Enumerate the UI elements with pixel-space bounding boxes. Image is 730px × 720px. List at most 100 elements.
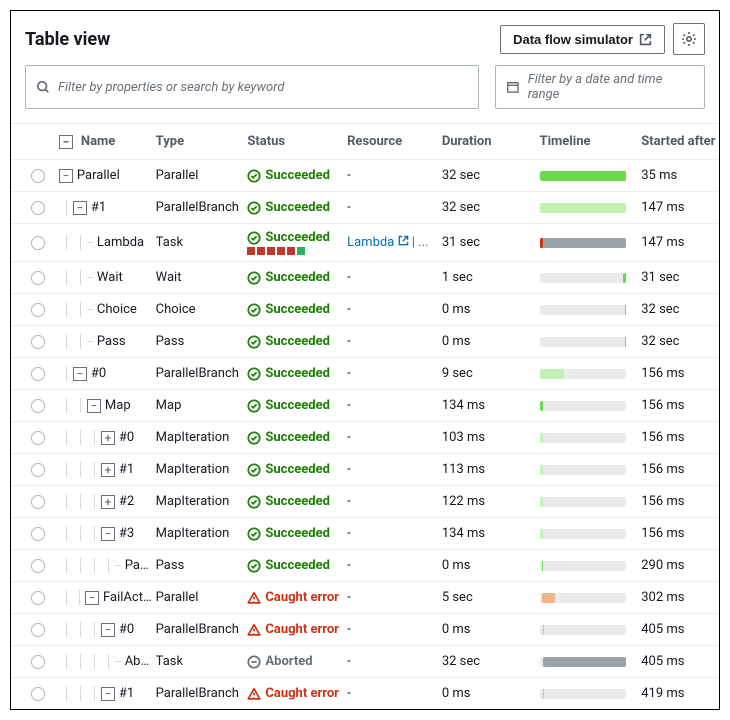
table-row: PassPassSucceeded-0 ms290 ms — [11, 549, 719, 581]
row-name: #1 — [119, 686, 134, 701]
row-radio[interactable] — [31, 527, 45, 541]
row-name: #3 — [119, 526, 134, 541]
expand-toggle[interactable]: + — [101, 495, 115, 509]
row-timeline — [540, 529, 642, 539]
row-resource: - — [347, 270, 442, 285]
row-radio[interactable] — [31, 687, 45, 701]
expand-toggle[interactable]: − — [101, 687, 115, 701]
row-radio[interactable] — [31, 463, 45, 477]
row-status: Aborted — [247, 654, 347, 669]
search-icon — [36, 80, 50, 94]
date-filter-input[interactable]: Filter by a date and time range — [495, 65, 705, 109]
row-duration: 0 ms — [442, 302, 540, 317]
collapse-all-button[interactable]: − — [59, 135, 73, 149]
text-filter-input[interactable]: Filter by properties or search by keywor… — [25, 65, 479, 109]
row-started-after: 31 sec — [641, 270, 719, 285]
row-name: #0 — [119, 622, 134, 637]
row-type: ParallelBranch — [156, 200, 248, 215]
row-resource: - — [347, 590, 442, 605]
row-resource: - — [347, 398, 442, 413]
row-radio[interactable] — [31, 399, 45, 413]
table-row: −#0ParallelBranchSucceeded-9 sec156 ms — [11, 357, 719, 389]
expand-toggle[interactable]: + — [101, 431, 115, 445]
row-timeline — [540, 465, 642, 475]
row-timeline — [540, 561, 642, 571]
row-started-after: 147 ms — [641, 200, 719, 215]
row-timeline — [540, 433, 642, 443]
row-radio[interactable] — [31, 431, 45, 445]
row-name: Parallel — [77, 168, 120, 183]
row-name: #1 — [119, 462, 134, 477]
row-resource: - — [347, 430, 442, 445]
row-started-after: 32 sec — [641, 302, 719, 317]
date-filter-placeholder: Filter by a date and time range — [528, 72, 694, 102]
expand-toggle[interactable]: + — [101, 463, 115, 477]
col-started: Started after — [641, 134, 719, 149]
row-duration: 5 sec — [442, 590, 540, 605]
col-type: Type — [156, 134, 248, 149]
row-resource: - — [347, 558, 442, 573]
row-timeline — [540, 337, 642, 347]
row-type: Choice — [156, 302, 248, 317]
row-status: Succeeded — [247, 334, 347, 349]
row-timeline — [540, 497, 642, 507]
row-timeline — [540, 401, 642, 411]
row-timeline — [540, 689, 642, 699]
row-type: MapIteration — [156, 526, 248, 541]
expand-toggle[interactable]: − — [59, 169, 73, 183]
expand-toggle[interactable]: − — [101, 527, 115, 541]
row-status: Succeeded — [247, 558, 347, 573]
row-type: Task — [156, 654, 248, 669]
row-duration: 32 sec — [442, 200, 540, 215]
row-radio[interactable] — [31, 623, 45, 637]
row-radio[interactable] — [31, 591, 45, 605]
name-cell: Pass — [59, 558, 156, 573]
row-status: Caught error — [247, 622, 347, 637]
row-radio[interactable] — [31, 236, 45, 250]
row-started-after: 147 ms — [641, 235, 719, 250]
row-type: Map — [156, 398, 248, 413]
row-radio[interactable] — [31, 655, 45, 669]
external-link-icon — [639, 33, 652, 46]
data-flow-simulator-button[interactable]: Data flow simulator — [500, 25, 665, 54]
expand-toggle[interactable]: − — [73, 201, 87, 215]
row-duration: 103 ms — [442, 430, 540, 445]
row-type: Task — [156, 235, 248, 250]
row-radio[interactable] — [31, 367, 45, 381]
row-radio[interactable] — [31, 495, 45, 509]
table-row: AbortedTaskTaskAborted-32 sec405 ms — [11, 645, 719, 677]
row-timeline — [540, 369, 642, 379]
row-resource[interactable]: Lambda | ... — [347, 235, 442, 250]
row-name: Choice — [97, 302, 137, 317]
table-row: LambdaTaskSucceededLambda | ...31 sec147… — [11, 223, 719, 261]
row-radio[interactable] — [31, 335, 45, 349]
row-radio[interactable] — [31, 559, 45, 573]
data-flow-simulator-label: Data flow simulator — [513, 32, 633, 47]
expand-toggle[interactable]: − — [101, 623, 115, 637]
expand-toggle[interactable]: − — [73, 367, 87, 381]
row-name: #2 — [119, 494, 134, 509]
row-duration: 1 sec — [442, 270, 540, 285]
table-row: −#1ParallelBranchCaught error-0 ms419 ms — [11, 677, 719, 709]
row-radio[interactable] — [31, 303, 45, 317]
table-row: −#1ParallelBranchSucceeded-32 sec147 ms — [11, 191, 719, 223]
row-status: Caught error — [247, 590, 347, 605]
row-started-after: 419 ms — [641, 686, 719, 701]
name-cell: −#3 — [59, 526, 156, 541]
row-started-after: 156 ms — [641, 494, 719, 509]
table-row: −ParallelParallelSucceeded-32 sec35 ms — [11, 159, 719, 191]
expand-toggle[interactable]: − — [85, 591, 99, 605]
row-name: #0 — [91, 366, 106, 381]
settings-button[interactable] — [673, 23, 705, 55]
filters: Filter by properties or search by keywor… — [11, 65, 719, 123]
name-cell: Pass — [59, 334, 156, 349]
table-row: −#0ParallelBranchCaught error-0 ms405 ms — [11, 613, 719, 645]
row-resource: - — [347, 302, 442, 317]
row-radio[interactable] — [31, 201, 45, 215]
row-timeline — [540, 657, 642, 667]
row-radio[interactable] — [31, 169, 45, 183]
name-cell: Wait — [59, 270, 156, 285]
row-radio[interactable] — [31, 271, 45, 285]
row-type: Pass — [156, 334, 248, 349]
expand-toggle[interactable]: − — [87, 399, 101, 413]
